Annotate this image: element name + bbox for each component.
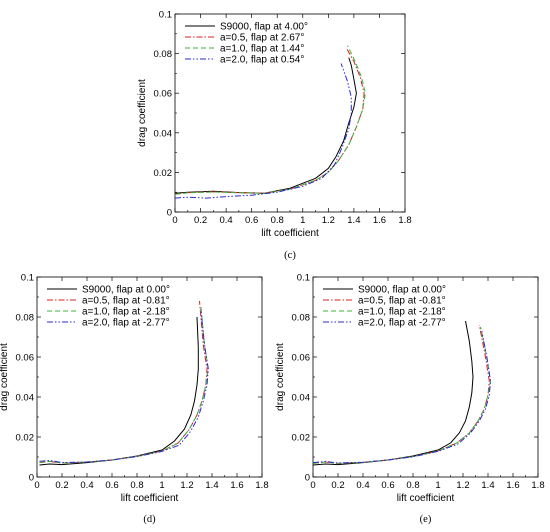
legend-entry-3: a=2.0, flap at 0.54° xyxy=(220,55,304,66)
y-tick-label: 0.02 xyxy=(154,168,173,179)
x-tick-label: 1.6 xyxy=(230,480,243,491)
y-axis-label: drag coefficient xyxy=(137,79,148,147)
x-tick-label: 1.2 xyxy=(180,480,193,491)
y-tick-label: 0 xyxy=(29,473,34,484)
legend-entry-1: a=0.5, flap at -0.81° xyxy=(82,296,170,307)
x-tick-label: 1 xyxy=(300,215,305,226)
series-line-1 xyxy=(174,47,365,195)
y-axis-label: drag coefficient xyxy=(275,343,286,411)
x-tick-label: 1.6 xyxy=(506,480,519,491)
x-tick-label: 0 xyxy=(34,480,39,491)
x-axis-label: lift coefficient xyxy=(261,228,319,239)
series-line-3 xyxy=(174,63,352,199)
x-tick-label: 0.6 xyxy=(245,215,258,226)
legend-entry-2: a=1.0, flap at 1.44° xyxy=(220,44,304,55)
x-tick-label: 1 xyxy=(159,480,164,491)
y-tick-label: 0.08 xyxy=(292,313,311,324)
panel-label: (e) xyxy=(420,514,432,525)
x-tick-label: 1.4 xyxy=(481,480,494,491)
chart-panel-c: 0 0.2 0.4 0.6 0.8 1 1.2 1.4 1.6 1.8 0 0.02 0.04 0.06 0… xyxy=(137,10,412,262)
y-tick-label: 0.04 xyxy=(154,128,173,139)
x-tick-label: 1.4 xyxy=(205,480,218,491)
y-tick-label: 0.06 xyxy=(16,353,35,364)
x-tick-label: 1.2 xyxy=(456,480,469,491)
y-tick-label: 0.04 xyxy=(292,393,311,404)
x-tick-label: 1 xyxy=(435,480,440,491)
x-tick-label: 0.2 xyxy=(194,215,207,226)
x-tick-label: 1.8 xyxy=(398,215,411,226)
x-tick-label: 0.4 xyxy=(356,480,369,491)
x-tick-label: 0 xyxy=(310,480,315,491)
x-tick-label: 1.2 xyxy=(322,215,335,226)
series-line-3 xyxy=(39,308,209,464)
x-tick-label: 0.2 xyxy=(331,480,344,491)
y-axis-label: drag coefficient xyxy=(0,343,10,411)
y-tick-label: 0.08 xyxy=(16,313,35,324)
y-tick-label: 0.06 xyxy=(292,353,311,364)
x-tick-label: 0.6 xyxy=(381,480,394,491)
legend-entry-0: S9000, flap at 0.00° xyxy=(358,285,446,296)
x-tick-label: 1.4 xyxy=(347,215,360,226)
chart-panel-d: 0 0.2 0.4 0.6 0.8 1 1.2 1.4 1.6 1.8 0 0.02 0.04 0.06 0… xyxy=(0,273,269,526)
legend-entry-1: a=0.5, flap at 2.67° xyxy=(220,33,304,44)
y-tick-label: 0.06 xyxy=(154,89,173,100)
series-line-2 xyxy=(39,304,209,464)
x-tick-label: 0.8 xyxy=(271,215,284,226)
panel-label: (c) xyxy=(284,250,296,261)
legend-entry-3: a=2.0, flap at -2.77° xyxy=(82,318,170,329)
series-line-1 xyxy=(312,324,490,464)
x-tick-label: 0.4 xyxy=(80,480,93,491)
series-line-0 xyxy=(39,316,199,466)
series-line-2 xyxy=(312,326,492,464)
x-tick-label: 0.8 xyxy=(406,480,419,491)
x-tick-label: 0.4 xyxy=(220,215,233,226)
y-tick-label: 0.08 xyxy=(154,49,173,60)
legend-entry-2: a=1.0, flap at -2.18° xyxy=(82,307,170,318)
series-line-0 xyxy=(312,320,474,466)
chart-panel-e: 0 0.2 0.4 0.6 0.8 1 1.2 1.4 1.6 1.8 0 0.02 0.04 0.06 0… xyxy=(275,273,545,526)
x-tick-label: 0 xyxy=(172,215,177,226)
y-tick-label: 0 xyxy=(305,473,310,484)
y-tick-label: 0.1 xyxy=(297,273,310,284)
y-tick-label: 0.02 xyxy=(292,433,311,444)
x-axis-label: lift coefficient xyxy=(121,493,179,504)
x-tick-label: 0.2 xyxy=(55,480,68,491)
x-tick-label: 0.6 xyxy=(105,480,118,491)
y-tick-label: 0.1 xyxy=(159,10,172,21)
legend-entry-0: S9000, flap at 4.00° xyxy=(220,22,308,33)
legend-entry-0: S9000, flap at 0.00° xyxy=(82,285,170,296)
series-line-2 xyxy=(174,45,366,195)
x-tick-label: 0.8 xyxy=(130,480,143,491)
y-tick-label: 0 xyxy=(167,208,172,219)
x-tick-label: 1.8 xyxy=(255,480,268,491)
y-tick-label: 0.04 xyxy=(16,393,35,404)
legend-entry-3: a=2.0, flap at -2.77° xyxy=(358,318,446,329)
y-tick-label: 0.02 xyxy=(16,433,35,444)
x-tick-label: 1.8 xyxy=(531,480,544,491)
series-line-0 xyxy=(174,57,357,194)
series-line-3 xyxy=(312,330,492,464)
legend-entry-2: a=1.0, flap at -2.18° xyxy=(358,307,446,318)
x-axis-label: lift coefficient xyxy=(397,493,455,504)
legend-entry-1: a=0.5, flap at -0.81° xyxy=(358,296,446,307)
x-tick-label: 1.6 xyxy=(373,215,386,226)
panel-label: (d) xyxy=(143,514,156,525)
y-tick-label: 0.1 xyxy=(21,273,34,284)
